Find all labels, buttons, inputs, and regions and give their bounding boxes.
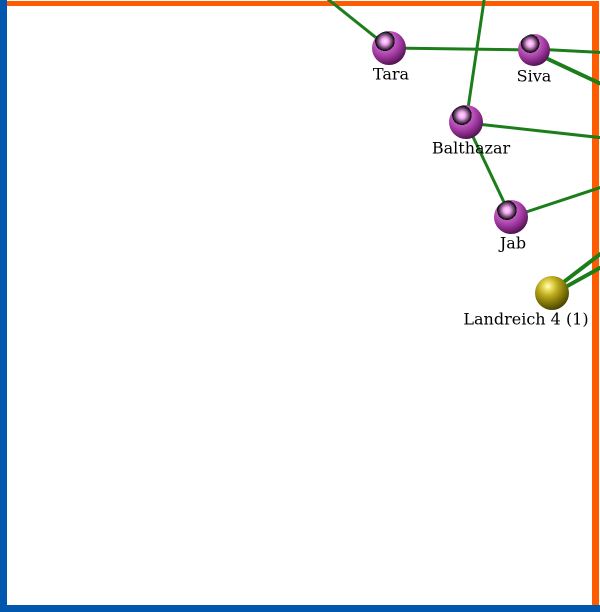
node-balthazar[interactable] bbox=[449, 105, 483, 139]
system-labels: Tara Siva Balthazar Jab Landreich 4 (1) bbox=[373, 65, 589, 329]
node-siva[interactable] bbox=[518, 34, 550, 66]
node-label-jab: Jab bbox=[498, 234, 526, 253]
edge-tara-siva bbox=[388, 46, 535, 52]
edge-balthazar-offmap-right bbox=[467, 121, 600, 140]
edge-balthazar-jab bbox=[464, 121, 513, 218]
map-border-top bbox=[7, 1, 599, 6]
edge-siva-offmap-right-b bbox=[534, 51, 600, 86]
edge-balthazar-offmap-top bbox=[464, 0, 486, 123]
node-label-balthazar: Balthazar bbox=[432, 139, 511, 158]
edge-jab-offmap-right bbox=[510, 186, 600, 219]
node-label-landreich: Landreich 4 (1) bbox=[463, 310, 588, 329]
node-tara[interactable] bbox=[372, 31, 406, 65]
node-jab[interactable] bbox=[494, 200, 528, 234]
node-label-siva: Siva bbox=[517, 67, 552, 86]
map-border-bottom bbox=[0, 605, 600, 612]
map-border-right bbox=[592, 1, 599, 605]
node-landreich[interactable] bbox=[535, 276, 569, 310]
map-border-left bbox=[0, 0, 7, 612]
jump-lines bbox=[326, 0, 600, 296]
system-nodes bbox=[372, 31, 569, 310]
node-label-tara: Tara bbox=[373, 65, 410, 84]
